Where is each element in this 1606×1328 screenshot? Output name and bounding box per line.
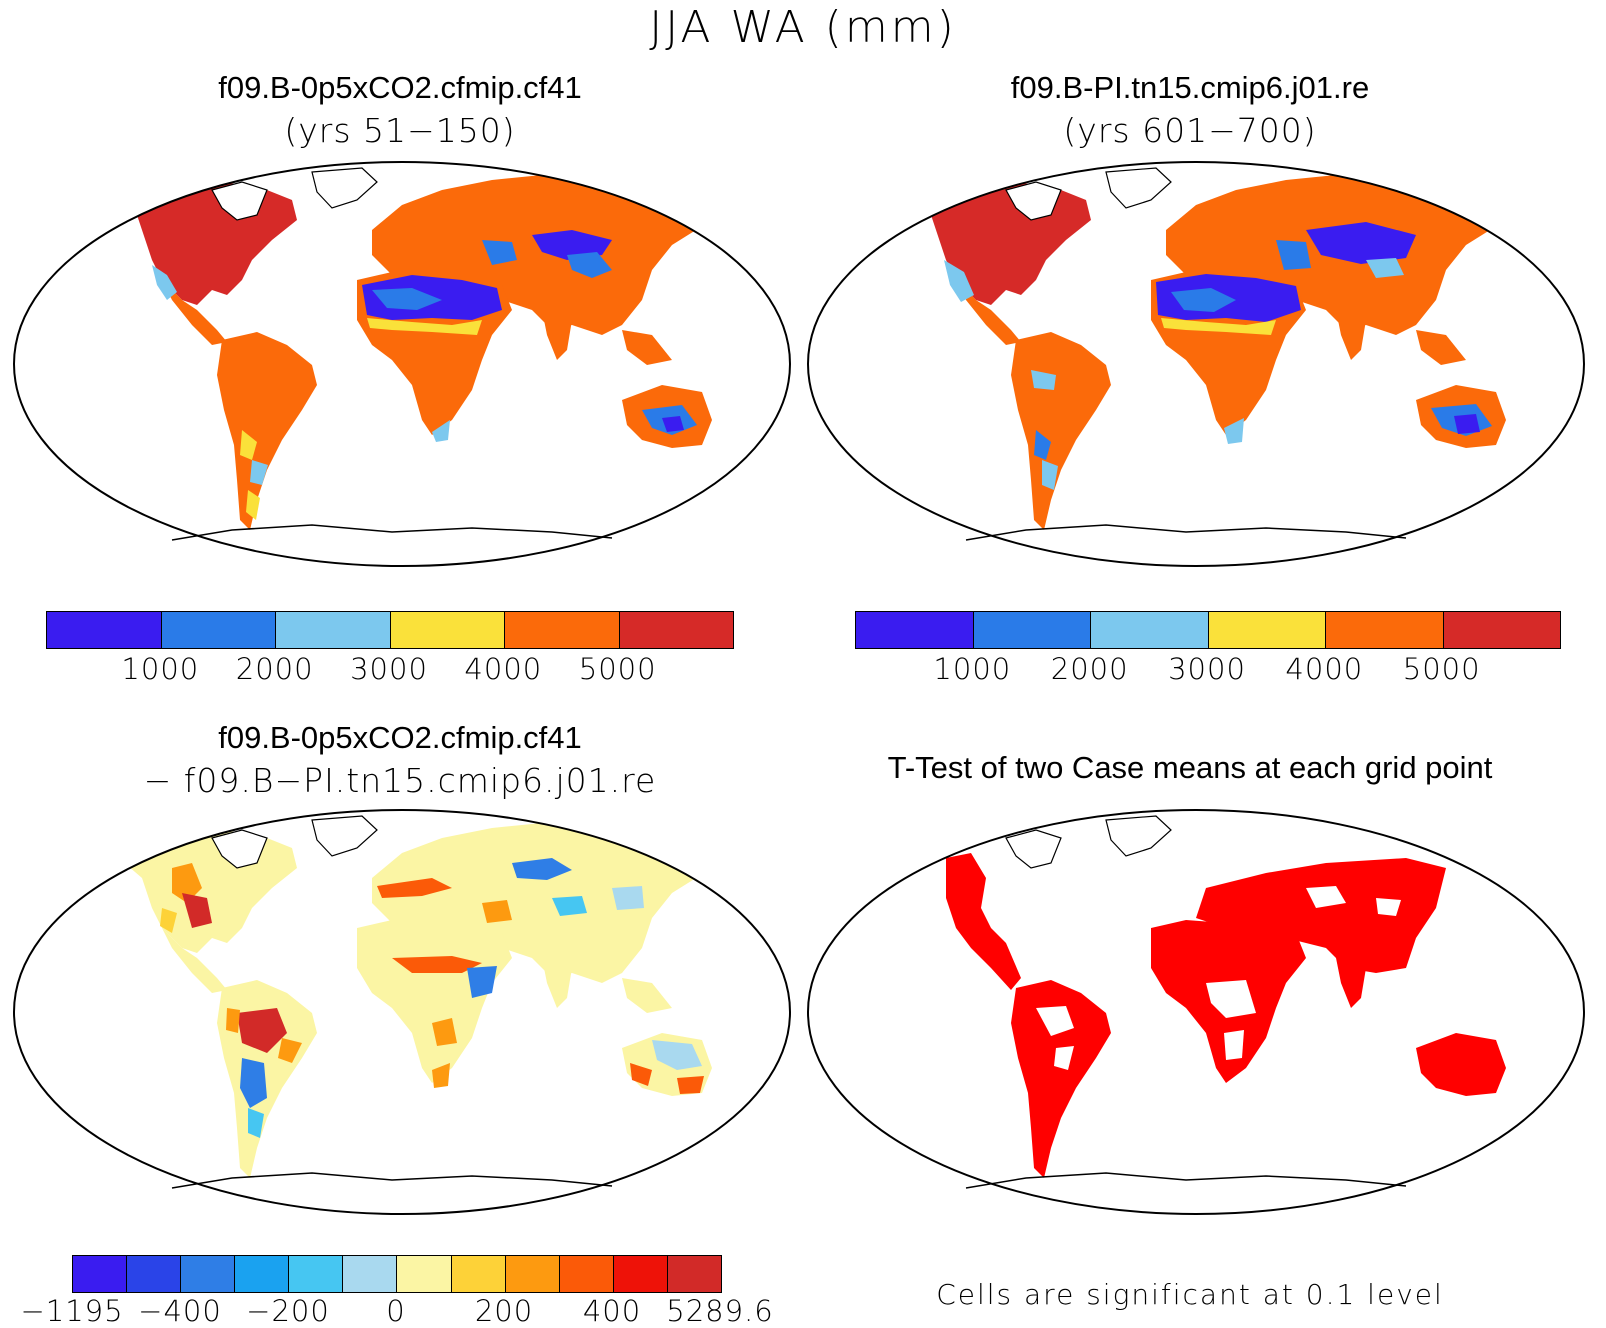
colorbar-tick-label: 200 — [474, 1294, 534, 1328]
colorbar-swatch — [47, 612, 162, 648]
colorbar-tick-label: 2000 — [1050, 652, 1129, 686]
colorbar-tick-label: −400 — [138, 1294, 222, 1328]
significance-note: Cells are significant at 0.1 level — [936, 1278, 1444, 1311]
colorbar-swatch — [559, 1256, 614, 1292]
colorbar-swatch — [390, 612, 505, 648]
colorbar-tick-label: 3000 — [350, 652, 428, 686]
colorbar-swatch — [127, 1256, 182, 1292]
colorbar-tick-label: 2000 — [235, 652, 314, 686]
colorbar-tick-label: 5000 — [578, 652, 657, 686]
panel-subtitle-top-right: (yrs 601−700) — [1063, 111, 1317, 150]
colorbar-top-right — [855, 611, 1561, 649]
colorbar-swatch — [505, 612, 620, 648]
colorbar-top-left — [46, 611, 734, 649]
map-bottom-left — [13, 809, 791, 1215]
panel-subtitle-bottom-left: − f09.B−PI.tn15.cmip6.j01.re — [143, 761, 657, 800]
panel-title-top-right: f09.B-PI.tn15.cmip6.j01.re — [1010, 70, 1370, 105]
colorbar-tick-label: 1000 — [933, 652, 1012, 686]
colorbar-swatch — [619, 612, 733, 648]
colorbar-tick-label: −200 — [246, 1294, 330, 1328]
colorbar-swatch — [1443, 612, 1560, 648]
colorbar-tick-label: −1195 — [20, 1294, 124, 1328]
colorbar-swatch — [235, 1256, 290, 1292]
colorbar-swatch — [289, 1256, 344, 1292]
colorbar-swatch — [161, 612, 276, 648]
colorbar-ticks-bottom-left: −1195 −400 −200 0 200 400 5289.6 — [20, 1294, 772, 1328]
figure-title: JJA WA (mm) — [649, 2, 957, 53]
land-fill-top-left — [132, 167, 712, 530]
panel-subtitle-top-left: (yrs 51−150) — [284, 111, 516, 150]
colorbar-swatch — [505, 1256, 560, 1292]
significance-fill-bottom-right — [946, 815, 1506, 1178]
colorbar-swatch — [1208, 612, 1326, 648]
colorbar-swatch — [1091, 612, 1209, 648]
land-fill-top-right — [926, 167, 1506, 530]
colorbar-swatch — [856, 612, 974, 648]
panel-title-bottom-left: f09.B-0p5xCO2.cfmip.cf41 — [218, 720, 582, 755]
colorbar-tick-label: 3000 — [1168, 652, 1246, 686]
colorbar-tick-label: 5000 — [1402, 652, 1481, 686]
land-fill-bottom-left — [107, 815, 712, 1178]
colorbar-tick-label: 4000 — [464, 652, 543, 686]
map-top-left — [13, 161, 791, 567]
colorbar-tick-label: 5289.6 — [666, 1294, 774, 1328]
colorbar-tick-label: 4000 — [1285, 652, 1364, 686]
colorbar-tick-label: 0 — [386, 1294, 406, 1328]
colorbar-swatch — [276, 612, 391, 648]
colorbar-swatch — [343, 1256, 398, 1292]
colorbar-swatch — [667, 1256, 721, 1292]
colorbar-swatch — [73, 1256, 128, 1292]
panel-title-top-left: f09.B-0p5xCO2.cfmip.cf41 — [218, 70, 582, 105]
colorbar-swatch — [397, 1256, 452, 1292]
colorbar-swatch — [181, 1256, 236, 1292]
colorbar-swatch — [451, 1256, 506, 1292]
colorbar-swatch — [613, 1256, 668, 1292]
colorbar-ticks-top-right: 1000 2000 3000 4000 5000 — [855, 652, 1559, 688]
colorbar-ticks-top-left: 1000 2000 3000 4000 5000 — [46, 652, 732, 688]
map-bottom-right — [807, 809, 1585, 1215]
map-top-right — [807, 161, 1585, 567]
colorbar-swatch — [1326, 612, 1444, 648]
panel-title-bottom-right: T-Test of two Case means at each grid po… — [887, 750, 1493, 785]
colorbar-swatch — [973, 612, 1091, 648]
colorbar-tick-label: 1000 — [121, 652, 200, 686]
colorbar-bottom-left — [72, 1255, 722, 1293]
colorbar-tick-label: 400 — [582, 1294, 642, 1328]
